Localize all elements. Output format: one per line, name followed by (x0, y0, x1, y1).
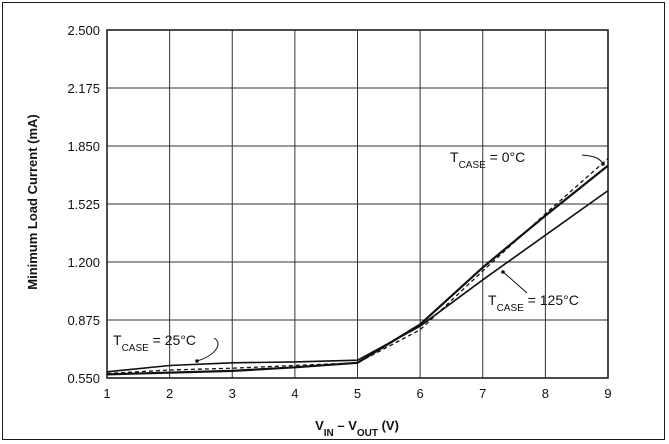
annotation-leader (502, 271, 528, 294)
annotation-arrowhead (501, 270, 505, 274)
x-tick-label: 4 (291, 386, 298, 401)
y-tick-label: 2.500 (67, 23, 100, 38)
series-line-3 (106, 164, 609, 376)
y-axis-ticks: 0.550 0.875 1.200 1.525 1.850 2.175 2.500 (67, 23, 100, 386)
annotations: TCASE = 25°C TCASE = 0°C TCASE = 125°C (113, 149, 605, 363)
plot-area (106, 29, 609, 379)
x-tick-label: 6 (417, 386, 424, 401)
x-axis-ticks: 1 2 3 4 5 6 7 8 9 (103, 386, 611, 401)
x-tick-label: 3 (229, 386, 236, 401)
x-label-sub-in: IN (324, 428, 334, 439)
x-tick-label: 8 (542, 386, 549, 401)
grid (106, 29, 609, 379)
y-tick-label: 0.875 (67, 313, 100, 328)
y-tick-label: 1.850 (67, 139, 100, 154)
annotation-label: TCASE = 25°C (113, 332, 196, 354)
y-tick-label: 2.175 (67, 81, 100, 96)
annotation-leader (581, 154, 604, 165)
x-tick-label: 1 (103, 386, 110, 401)
x-label-v2: – V (334, 418, 357, 433)
x-label-unit: (V) (378, 418, 399, 433)
series-layer (106, 158, 609, 376)
series-line-1 (106, 189, 609, 373)
annotation-label: TCASE = 125°C (488, 292, 579, 314)
x-tick-label: 2 (166, 386, 173, 401)
y-tick-label: 1.200 (67, 255, 100, 270)
annotation-leader (196, 337, 219, 362)
annotation-arrowhead (195, 359, 199, 363)
y-tick-label: 1.525 (67, 197, 100, 212)
x-tick-label: 5 (354, 386, 361, 401)
chart-frame (2, 2, 665, 440)
x-axis-label: VIN – VOUT (V) (315, 418, 399, 439)
x-tick-label: 7 (479, 386, 486, 401)
x-tick-label: 9 (604, 386, 611, 401)
y-axis-label: Minimum Load Current (mA) (25, 114, 40, 290)
y-tick-label: 0.550 (67, 371, 100, 386)
x-label-v1: V (315, 418, 324, 433)
x-label-sub-out: OUT (357, 428, 378, 439)
annotation-label: TCASE = 0°C (450, 149, 525, 171)
annotation-arrowhead (601, 162, 605, 166)
